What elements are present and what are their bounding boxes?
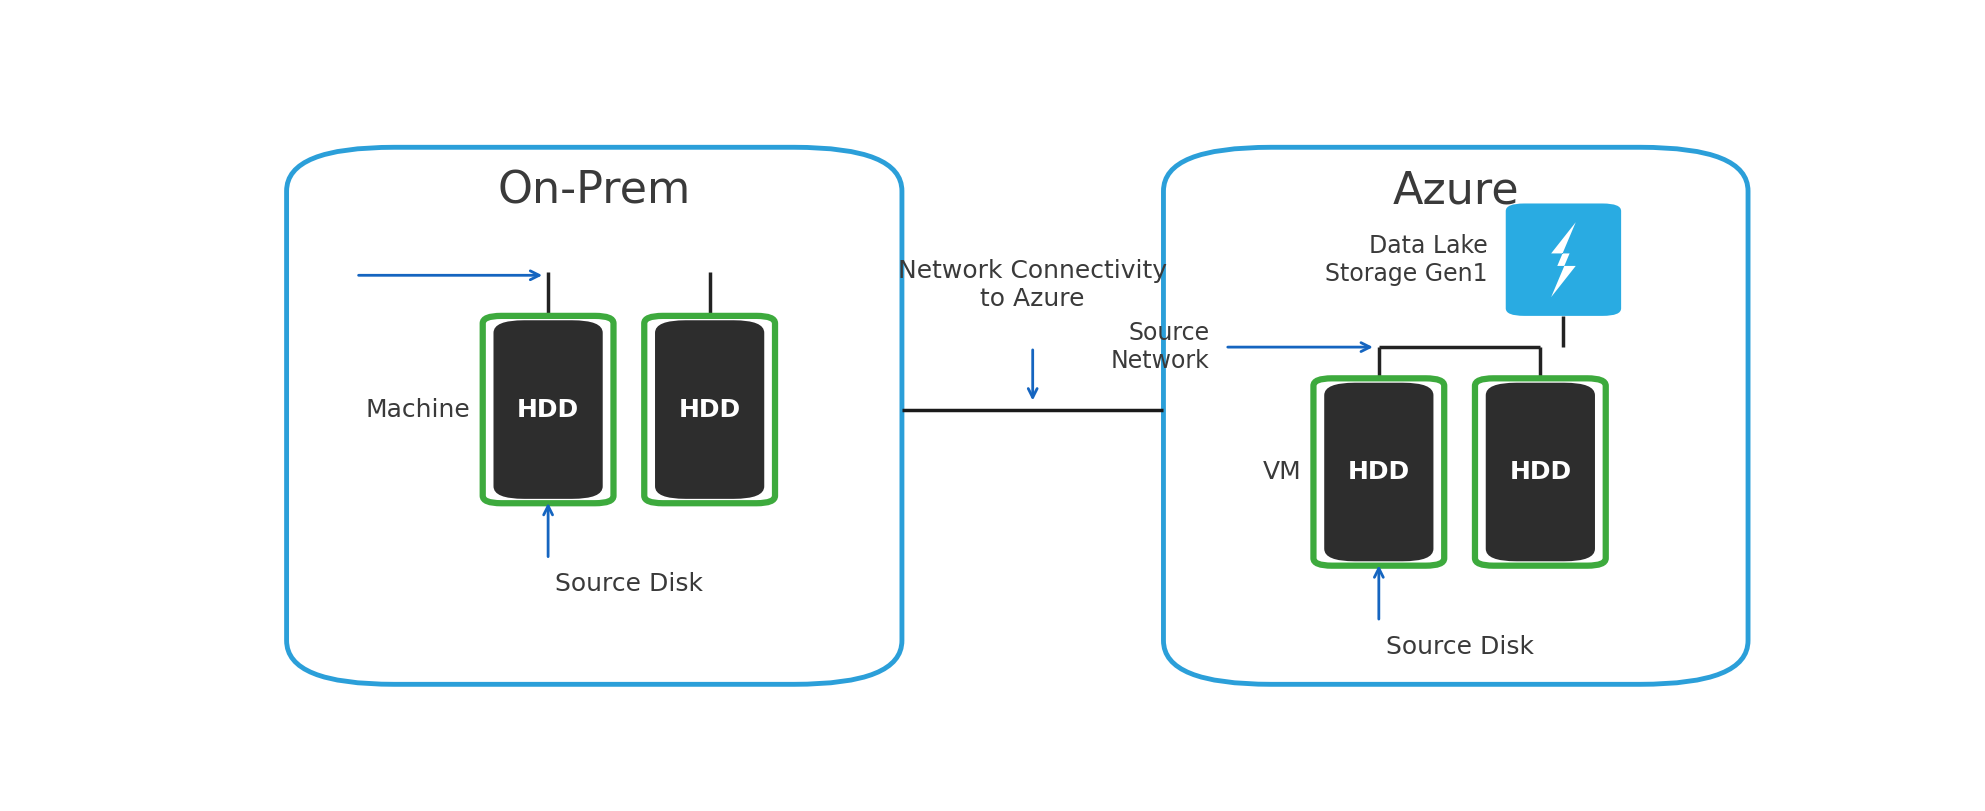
Text: Source Disk: Source Disk [556, 573, 703, 596]
FancyBboxPatch shape [1475, 378, 1606, 566]
Text: HDD: HDD [1509, 460, 1572, 484]
Text: Machine: Machine [365, 397, 470, 422]
Polygon shape [1550, 222, 1576, 297]
Text: VM: VM [1262, 460, 1300, 484]
FancyBboxPatch shape [1314, 378, 1445, 566]
Text: Source Disk: Source Disk [1386, 635, 1534, 659]
Text: HDD: HDD [1348, 460, 1409, 484]
Text: Azure: Azure [1391, 169, 1519, 212]
FancyBboxPatch shape [1324, 383, 1433, 561]
Text: Source
Network: Source Network [1112, 321, 1209, 373]
FancyBboxPatch shape [655, 320, 764, 499]
Text: On-Prem: On-Prem [498, 169, 691, 212]
FancyBboxPatch shape [286, 148, 901, 684]
Text: Data Lake
Storage Gen1: Data Lake Storage Gen1 [1324, 234, 1487, 285]
Text: HDD: HDD [516, 397, 580, 422]
FancyBboxPatch shape [645, 316, 774, 503]
FancyBboxPatch shape [482, 316, 613, 503]
FancyBboxPatch shape [494, 320, 603, 499]
Text: Network Connectivity
to Azure: Network Connectivity to Azure [897, 259, 1167, 311]
FancyBboxPatch shape [1507, 204, 1622, 316]
FancyBboxPatch shape [1163, 148, 1749, 684]
Text: HDD: HDD [679, 397, 740, 422]
FancyBboxPatch shape [1485, 383, 1596, 561]
